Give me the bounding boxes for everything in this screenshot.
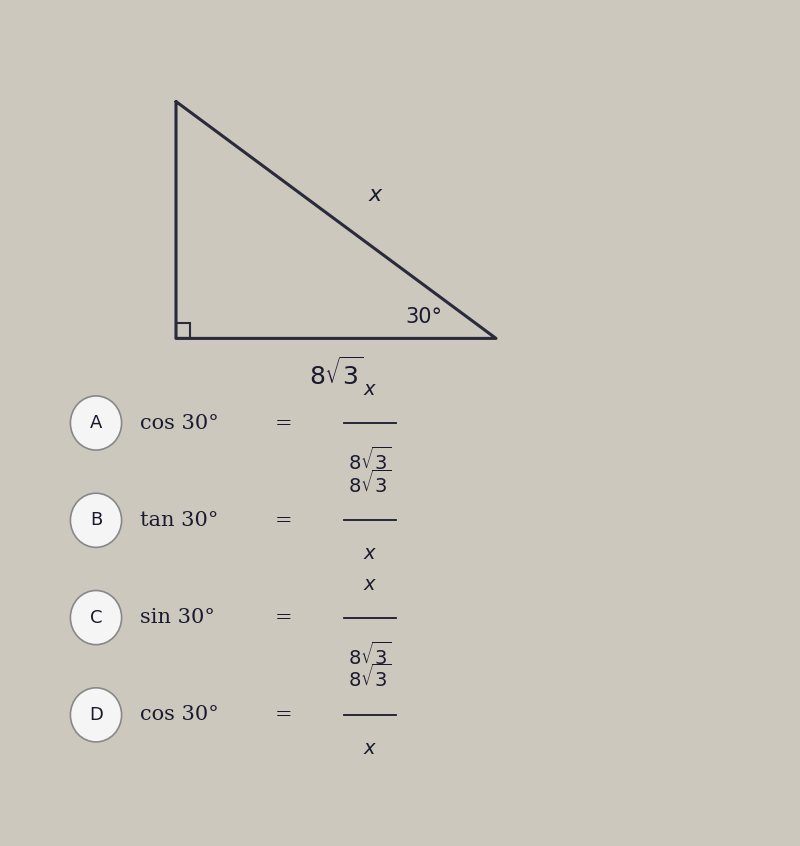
Text: A: A <box>90 414 102 432</box>
Text: $x$: $x$ <box>363 381 377 399</box>
Text: cos 30°: cos 30° <box>140 414 218 432</box>
Text: cos 30°: cos 30° <box>140 706 218 724</box>
Text: C: C <box>90 608 102 627</box>
Text: 30°: 30° <box>406 307 442 327</box>
Text: sin 30°: sin 30° <box>140 608 215 627</box>
Text: =: = <box>275 414 293 432</box>
Text: $8\sqrt{3}$: $8\sqrt{3}$ <box>349 470 391 497</box>
Text: $8\sqrt{3}$: $8\sqrt{3}$ <box>349 664 391 691</box>
Text: B: B <box>90 511 102 530</box>
Text: =: = <box>275 706 293 724</box>
Text: =: = <box>275 511 293 530</box>
Text: $8\sqrt{3}$: $8\sqrt{3}$ <box>309 358 363 390</box>
Circle shape <box>70 396 122 450</box>
Text: $8\sqrt{3}$: $8\sqrt{3}$ <box>349 641 391 668</box>
Text: $x$: $x$ <box>363 739 377 757</box>
Circle shape <box>70 688 122 742</box>
Text: D: D <box>89 706 103 724</box>
Text: $x$: $x$ <box>363 575 377 594</box>
Text: tan 30°: tan 30° <box>140 511 218 530</box>
Text: $8\sqrt{3}$: $8\sqrt{3}$ <box>349 447 391 474</box>
Circle shape <box>70 591 122 645</box>
Text: $x$: $x$ <box>363 544 377 563</box>
Bar <box>176 323 190 338</box>
Text: =: = <box>275 608 293 627</box>
Text: $x$: $x$ <box>368 184 384 205</box>
Circle shape <box>70 493 122 547</box>
